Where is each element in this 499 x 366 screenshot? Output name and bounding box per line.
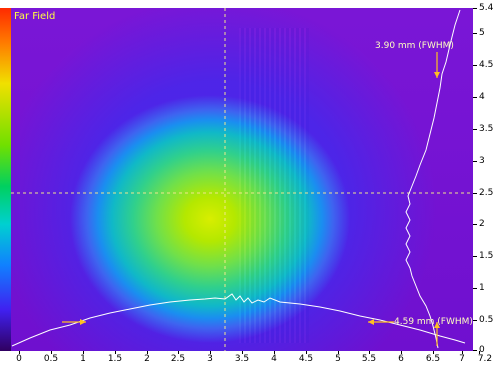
y-tick (473, 350, 477, 351)
x-tick-label: 7.2 (477, 354, 493, 364)
x-tick (83, 351, 84, 354)
x-tick (462, 351, 463, 354)
y-tick-label: 4 (479, 92, 485, 102)
x-tick (433, 351, 434, 354)
x-tick (51, 351, 52, 354)
y-tick (473, 129, 477, 130)
x-tick-label: 3 (207, 354, 213, 364)
x-tick-label: 1 (80, 354, 86, 364)
y-tick (473, 65, 477, 66)
y-tick (473, 33, 477, 34)
y-tick-label: 5.4 (479, 3, 494, 13)
horizontal-profile-curve (11, 293, 466, 347)
y-tick (473, 97, 477, 98)
x-tick (19, 351, 20, 354)
y-tick (473, 288, 477, 289)
x-tick-label: 0.5 (43, 354, 59, 364)
x-tick-label: 6.5 (425, 354, 441, 364)
x-tick (479, 351, 480, 354)
y-tick-label: 2.5 (479, 188, 494, 198)
y-tick-label: 0 (479, 345, 485, 355)
x-tick (306, 351, 307, 354)
y-tick (473, 193, 477, 194)
y-tick (473, 256, 477, 257)
x-tick-label: 3.5 (234, 354, 250, 364)
x-tick-label: 1.5 (107, 354, 123, 364)
x-tick (401, 351, 402, 354)
x-tick-label: 4 (271, 354, 277, 364)
x-tick-label: 2 (144, 354, 150, 364)
y-tick (473, 320, 477, 321)
view-title: Far Field (14, 11, 56, 22)
x-tick (147, 351, 148, 354)
y-tick (473, 161, 477, 162)
y-tick-label: 0.5 (479, 315, 494, 325)
x-tick (115, 351, 116, 354)
y-tick-label: 4.5 (479, 60, 494, 70)
y-tick-label: 1 (479, 283, 485, 293)
vertical-profile-curve (405, 9, 461, 349)
x-tick (274, 351, 275, 354)
x-tick (338, 351, 339, 354)
y-tick-label: 3.5 (479, 124, 494, 134)
vertical-fwhm-label: 3.90 mm (FWHM) (375, 41, 454, 51)
x-tick-label: 6 (398, 354, 404, 364)
horizontal-fwhm-label: 4.59 mm (FWHM) (394, 317, 473, 327)
beam-image[interactable] (11, 8, 473, 351)
y-tick (473, 224, 477, 225)
color-scale-bar (0, 8, 11, 351)
y-axis (473, 8, 499, 351)
y-tick-label: 2 (479, 219, 485, 229)
x-tick-label: 0 (16, 354, 22, 364)
x-tick-label: 2.5 (170, 354, 186, 364)
x-tick-label: 4.5 (298, 354, 314, 364)
y-tick (473, 8, 477, 9)
x-tick-label: 7 (459, 354, 465, 364)
y-tick-label: 3 (479, 156, 485, 166)
y-tick-label: 5 (479, 28, 485, 38)
x-tick-label: 5.5 (361, 354, 377, 364)
interference-fringes (239, 28, 309, 343)
x-tick (242, 351, 243, 354)
x-tick (178, 351, 179, 354)
x-tick-label: 5 (335, 354, 341, 364)
x-tick (369, 351, 370, 354)
x-tick (210, 351, 211, 354)
y-tick-label: 1.5 (479, 251, 494, 261)
x-axis (0, 351, 499, 366)
